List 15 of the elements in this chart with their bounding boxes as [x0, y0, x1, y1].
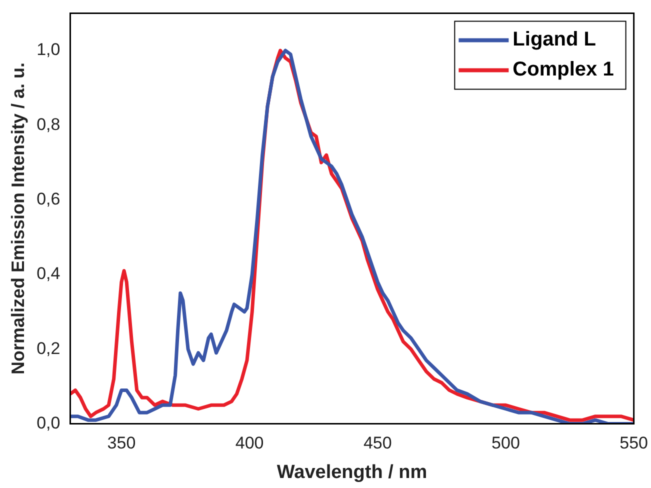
- y-tick-label: 0,4: [36, 264, 60, 284]
- legend-label: Ligand L: [512, 28, 596, 51]
- y-tick-label: 1,0: [36, 40, 60, 60]
- y-tick-label: 0,6: [36, 190, 60, 209]
- x-tick-label: 500: [492, 434, 520, 453]
- x-tick-label: 450: [363, 434, 392, 453]
- x-tick-label: 350: [107, 434, 136, 453]
- y-tick-label: 0,2: [36, 338, 60, 358]
- legend-label: Complex 1: [512, 58, 614, 81]
- y-tick-label: 0,0: [36, 413, 60, 432]
- x-tick-label: 550: [620, 434, 648, 453]
- y-axis-title: Normalized Emission Intensity / a. u.: [8, 62, 28, 375]
- x-axis-title: Wavelength / nm: [276, 462, 428, 483]
- x-tick-label: 400: [235, 434, 264, 453]
- y-tick-label: 0,8: [36, 114, 60, 134]
